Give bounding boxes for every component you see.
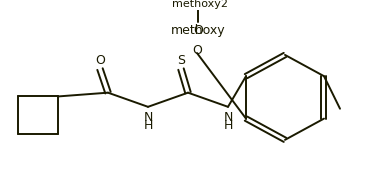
Text: H: H — [143, 119, 153, 132]
Text: H: H — [223, 119, 233, 132]
Text: O: O — [95, 54, 105, 67]
Text: S: S — [177, 54, 185, 67]
Text: O: O — [193, 24, 203, 37]
Text: methoxy2: methoxy2 — [172, 0, 228, 9]
Text: N: N — [223, 111, 233, 124]
Text: O: O — [192, 44, 202, 57]
Text: methoxy: methoxy — [171, 24, 225, 37]
Text: N: N — [143, 111, 153, 124]
